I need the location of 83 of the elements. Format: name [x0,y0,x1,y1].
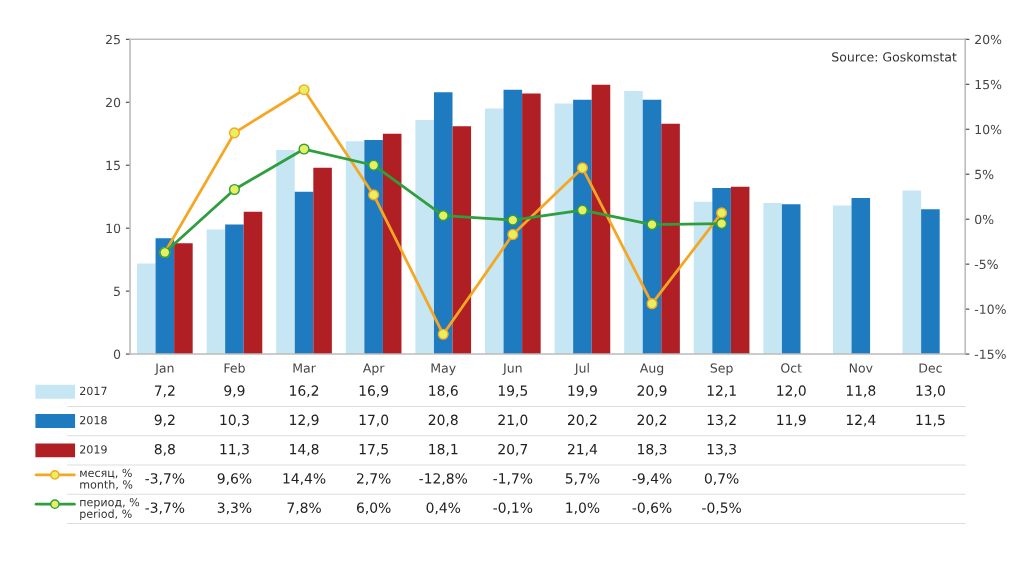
data-label: -3,7% [145,502,185,515]
data-label: 9,2 [154,414,175,427]
x-tick-label: Sep [710,363,733,376]
data-label: 20,8 [428,414,458,427]
annotation: Source: Goskomstat [832,51,957,62]
data-label: -0,1% [493,502,533,515]
x-tick-label: Jun [502,363,522,376]
y2-tick-label: -5% [974,259,998,270]
y2-tick-label: -15% [974,349,1006,359]
y2-tick-label: 0% [975,214,994,225]
data-label: 16,2 [290,385,319,398]
data-label: 21,4 [567,443,598,456]
data-label: 10,3 [220,414,249,427]
data-label: -0,5% [702,502,741,515]
data-label: 18,3 [638,443,667,456]
legend-label: месяц, % month, % [80,468,133,490]
legend-label: 2017 [80,386,107,396]
x-tick-label: Nov [849,363,873,373]
y2-tick-label: 10% [975,124,1002,135]
y2-tick-label: 20% [975,34,1002,45]
data-label: 17,5 [359,444,388,456]
legend-label: 2018 [80,415,107,425]
data-label: 11,3 [220,443,249,456]
x-tick-label: Dec [919,363,942,373]
data-label: 14,8 [290,443,319,456]
x-tick-label: Oct [781,363,802,373]
y2-tick-label: 15% [975,79,1002,90]
legend-label: 2019 [80,445,107,454]
data-label: 14,4% [283,473,326,486]
x-tick-label: Jan [154,363,174,376]
y-tick-label: 20 [106,97,121,108]
y-tick-label: 25 [106,34,120,45]
x-tick-label: Apr [362,363,385,376]
data-label: -3,7% [145,473,185,486]
data-label: 18,1 [429,443,458,456]
data-label: 16,9 [359,385,389,398]
x-tick-label: Jul [574,363,589,376]
data-label: 20,2 [567,414,597,427]
data-label: 11,5 [916,414,945,427]
data-label: 9,9 [224,385,245,398]
data-label: 5,7% [565,473,600,486]
data-label: 12,1 [707,385,736,398]
data-label: 20,2 [637,414,667,427]
data-label: -12,8% [419,473,468,486]
y2-tick-label: 5% [975,169,994,180]
data-label: 19,5 [498,385,528,398]
data-label: 11,9 [777,414,806,427]
data-label: 13,0 [916,385,945,398]
y-tick-label: 10 [106,223,121,234]
data-label: 17,0 [359,414,389,427]
data-label: 8,8 [154,443,175,456]
data-label: 7,8% [287,502,321,515]
data-label: -9,4% [632,473,672,486]
data-label: 0,4% [426,502,461,515]
data-label: 20,9 [637,385,667,398]
x-tick-label: May [431,363,456,376]
x-tick-label: Feb [224,363,245,373]
data-label: 21,0 [498,414,528,427]
data-label: 19,9 [568,385,597,398]
data-label: 6,0% [356,502,391,515]
x-tick-label: Mar [293,363,316,373]
data-label: 12,9 [290,414,319,427]
data-label: 1,0% [566,502,600,515]
data-label: 13,3 [707,443,736,456]
y-tick-label: 5 [114,286,120,297]
data-label: 12,0 [777,385,806,398]
data-label: 0,7% [704,473,739,486]
data-label: 7,2 [154,385,175,398]
data-label: 12,4 [846,414,876,427]
y2-tick-label: -10% [974,304,1006,315]
y-tick-label: 0 [113,349,121,359]
data-label: 20,7 [498,443,528,456]
data-label: -1,7% [493,473,533,486]
x-tick-label: Aug [639,363,664,376]
data-label: 9,6% [217,473,252,486]
data-label: -0,6% [632,502,672,515]
data-label: 13,2 [707,414,736,427]
y-tick-label: 15 [106,160,120,171]
data-label: 2,7% [357,473,391,486]
data-label: 3,3% [217,502,252,515]
legend-label: период, % period, % [80,497,140,521]
data-label: 11,8 [846,385,876,398]
data-label: 18,6 [429,385,458,398]
